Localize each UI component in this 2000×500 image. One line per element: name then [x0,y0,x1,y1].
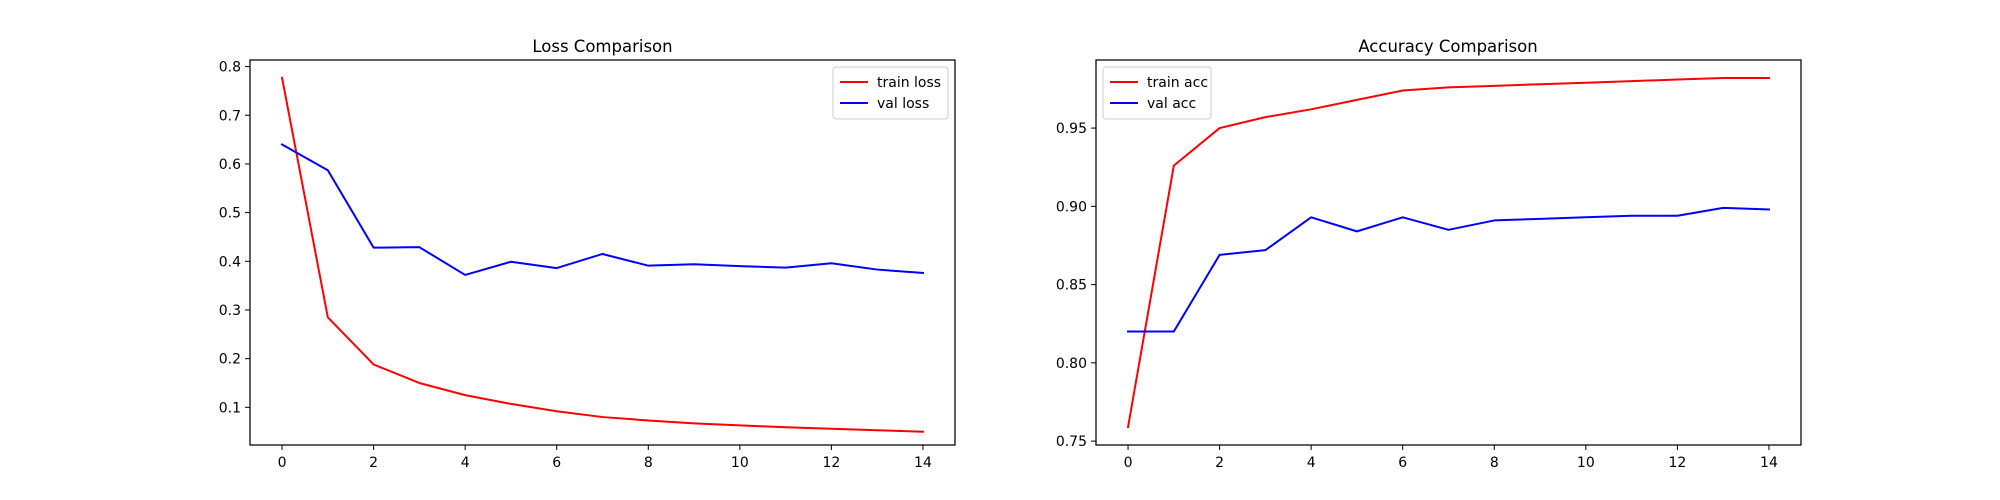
y-tick-label: 0.8 [219,60,241,76]
y-tick-label: 0.90 [1056,199,1087,215]
x-tick-label: 10 [1577,455,1595,471]
chart-title: Accuracy Comparison [1358,37,1537,56]
y-tick-label: 0.95 [1056,121,1087,137]
legend-label: val acc [1147,96,1196,112]
x-tick-label: 2 [369,455,378,471]
loss-chart: Loss Comparison 0 2 4 6 8 10 12 14 0.1 0.2 0.3 0.4… [219,37,956,471]
legend-label: train loss [877,75,941,91]
series-line-train-acc [1126,77,1770,429]
y-tick-label: 0.3 [219,303,241,319]
legend-label: train acc [1147,75,1208,91]
x-tick-label: 6 [552,455,561,471]
x-tick-label: 10 [731,455,749,471]
series-line-val-loss [280,143,925,276]
series-lines [280,76,925,433]
y-tick-label: 0.5 [219,206,241,222]
x-tick-label: 6 [1398,455,1407,471]
legend: train loss val loss [832,66,949,120]
x-tick-label: 14 [1760,455,1778,471]
chart-title: Loss Comparison [532,37,672,56]
accuracy-chart: Accuracy Comparison 0 2 4 6 8 10 12 14 0.75 0.80… [1056,37,1802,471]
y-axis: 0.1 0.2 0.3 0.4 0.5 0.6 0.7 0.8 [219,60,250,416]
legend-box [832,66,949,120]
series-line-val-acc [1127,206,1770,333]
x-tick-label: 12 [1668,455,1686,471]
x-tick-label: 0 [278,455,287,471]
y-tick-label: 0.2 [219,352,241,368]
legend-box [1102,66,1212,120]
x-tick-label: 0 [1124,455,1133,471]
y-tick-label: 0.85 [1056,278,1087,294]
plot-area [249,59,956,446]
y-tick-label: 0.75 [1056,434,1087,450]
y-tick-label: 0.80 [1056,356,1087,372]
y-tick-label: 0.7 [219,108,241,124]
x-tick-label: 8 [644,455,653,471]
x-axis: 0 2 4 6 8 10 12 14 [278,445,932,471]
x-axis: 0 2 4 6 8 10 12 14 [1124,445,1778,471]
x-tick-label: 2 [1215,455,1224,471]
y-tick-label: 0.1 [219,400,241,416]
x-tick-label: 4 [461,455,470,471]
legend-label: val loss [877,96,929,112]
x-tick-label: 14 [914,455,932,471]
x-tick-label: 4 [1307,455,1316,471]
x-tick-label: 12 [822,455,840,471]
y-tick-label: 0.6 [219,157,241,173]
plot-area [1095,59,1802,446]
y-axis: 0.75 0.80 0.85 0.90 0.95 [1056,121,1096,450]
legend: train acc val acc [1102,66,1212,120]
series-line-train-loss [280,76,924,433]
x-tick-label: 8 [1490,455,1499,471]
series-lines [1126,77,1770,429]
y-tick-label: 0.4 [219,254,241,270]
